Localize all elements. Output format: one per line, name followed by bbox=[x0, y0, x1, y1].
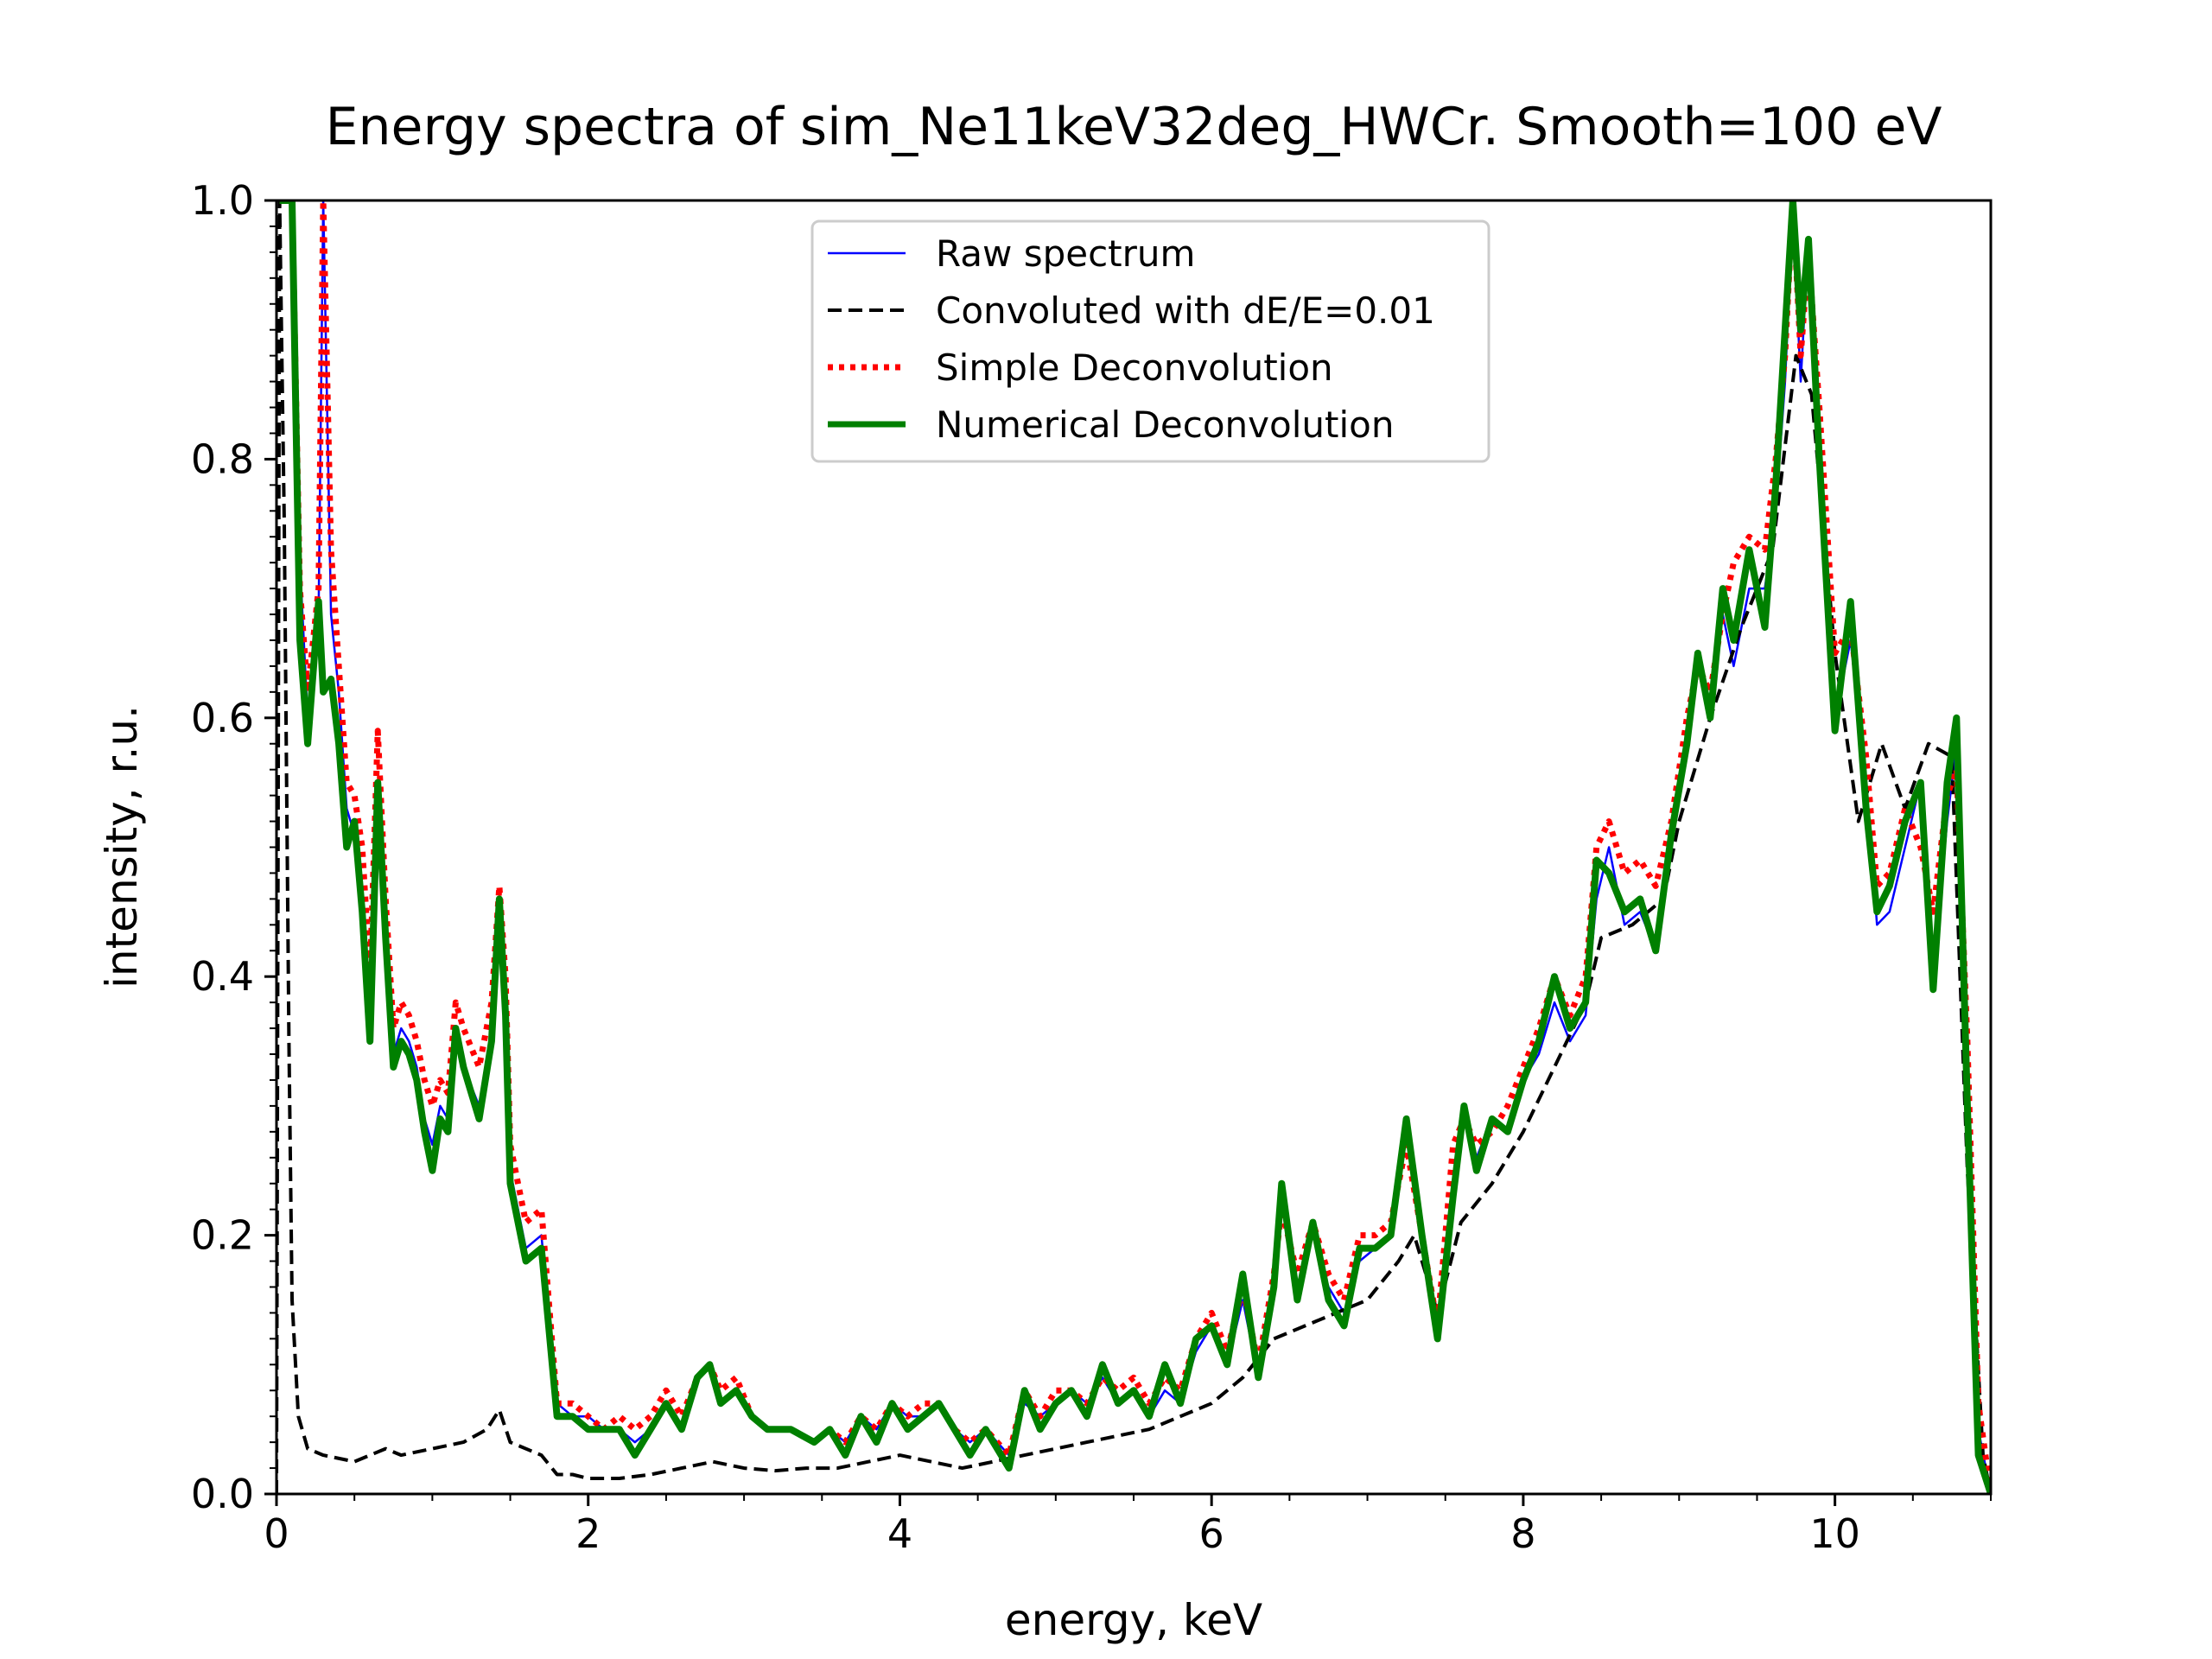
y-tick-label: 0.0 bbox=[191, 1471, 254, 1517]
legend-frame bbox=[810, 219, 1491, 463]
series-layer bbox=[276, 200, 1991, 1494]
y-tick-label: 1.0 bbox=[191, 177, 254, 224]
legend-items: Raw spectrum Convoluted with dE/E=0.01 Sim… bbox=[828, 232, 1435, 446]
y-axis-label: intensity, r.u. bbox=[97, 705, 147, 988]
y-tick-label: 0.2 bbox=[191, 1212, 254, 1259]
x-tick-label: 6 bbox=[1199, 1510, 1224, 1557]
y-tick-label: 0.6 bbox=[191, 695, 254, 741]
x-axis-label: energy, keV bbox=[1005, 1595, 1262, 1645]
legend-label-2: Convoluted with dE/E=0.01 bbox=[936, 289, 1435, 332]
x-tick-label: 2 bbox=[575, 1510, 601, 1557]
legend-label-4: Numerical Deconvolution bbox=[936, 404, 1394, 446]
series-line-4 bbox=[279, 200, 1991, 1494]
series-line-2 bbox=[276, 200, 1991, 1494]
y-axis: 0.0 0.2 0.4 0.6 0.8 1.0 bbox=[191, 177, 276, 1517]
x-tick-label: 8 bbox=[1510, 1510, 1535, 1557]
x-tick-label: 10 bbox=[1809, 1510, 1860, 1557]
y-tick-label: 0.8 bbox=[191, 435, 254, 482]
chart-title: Energy spectra of sim_Ne11keV32deg_HWCr.… bbox=[326, 97, 1942, 157]
x-tick-label: 4 bbox=[887, 1510, 912, 1557]
y-tick-label: 0.4 bbox=[191, 953, 254, 1000]
x-axis: 0 2 4 6 8 10 bbox=[264, 1494, 1992, 1557]
legend: Raw spectrum Convoluted with dE/E=0.01 Sim… bbox=[810, 219, 1491, 463]
x-tick-label: 0 bbox=[264, 1510, 289, 1557]
legend-label-1: Raw spectrum bbox=[936, 232, 1195, 275]
legend-label-3: Simple Deconvolution bbox=[936, 346, 1333, 389]
